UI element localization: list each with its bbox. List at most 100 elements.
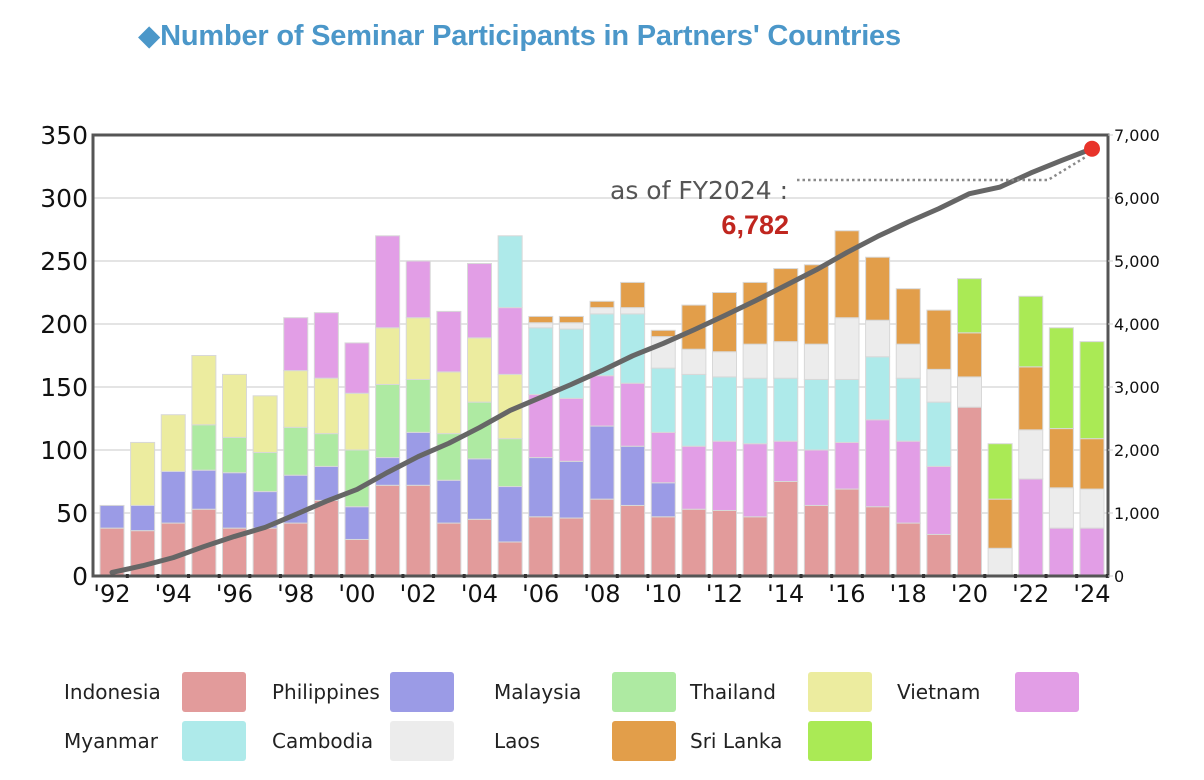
bar-segment-indonesia [742,516,768,577]
right-axis-ticks: 0 1,000 2,000 3,000 4,000 5,000 6,000 7,000 [1108,126,1160,586]
chart-title-text: Number of Seminar Participants in Partne… [160,20,901,52]
bar-segment-indonesia [160,522,186,577]
bar-segment-indonesia [497,541,523,577]
legend-label: Cambodia [272,729,374,753]
y-tick-label: 350 [40,121,88,150]
bar-segment-cambodia [926,368,952,403]
legend-item-indonesia: Indonesia [64,672,246,712]
y-tick-label: 300 [40,184,88,213]
bar-segment-vietnam [589,375,615,427]
bar-segment-myanmar [620,313,646,384]
bar-segment-myanmar [528,327,554,396]
legend-label: Sri Lanka [690,729,783,753]
x-tick-label: '92 [93,580,130,608]
bar-segment-cambodia [1048,487,1074,529]
bar-segment-philippines [558,460,584,519]
bar-segment-thailand [160,414,186,472]
bar-segment-indonesia [558,517,584,577]
bar-segment-malaysia [497,438,523,488]
legend-item-sri-lanka: Sri Lanka [690,721,872,761]
bar-segment-thailand [467,337,492,403]
bar-segment-vietnam [497,307,523,375]
bar-segment-cambodia [865,319,891,358]
y-tick-label: 50 [56,499,88,528]
bar-segment-philippines [160,470,186,524]
bar-segment-sri-lanka [957,278,982,334]
bar-segment-philippines [620,445,646,506]
x-tick-label: '10 [645,580,682,608]
x-tick-label: '24 [1073,580,1110,608]
x-tick-label: '00 [338,580,375,608]
legend-swatch [1015,672,1079,712]
y2-tick-label: 6,000 [1114,189,1160,208]
bar-segment-cambodia [528,322,554,329]
bar-segment-cambodia [681,348,707,375]
legend-item-myanmar: Myanmar [64,721,246,761]
bar-segment-vietnam [467,263,492,339]
bar-segment-sri-lanka [1079,341,1105,440]
bar-segment-thailand [344,392,370,451]
x-tick-label: '22 [1012,580,1049,608]
annotation-value: 6,782 [721,210,789,240]
legend-swatch [808,672,872,712]
bar-segment-indonesia [252,527,278,577]
bar-segment-indonesia [957,406,982,577]
bar-segment-myanmar [712,376,737,442]
bar-segment-philippines [130,504,156,532]
bar-segment-vietnam [895,440,921,524]
bar-segment-myanmar [865,356,891,421]
bar-segment-indonesia [528,516,554,577]
y-tick-label: 150 [40,373,88,402]
stacked-bar-chart: 0 50 100 150 200 250 300 350 0 1,000 2,000 3,000 4,… [40,121,1160,608]
bar-segment-philippines [222,472,247,529]
chart-title: ◆Number of Seminar Participants in Partn… [138,18,901,53]
bar-segment-myanmar [926,401,952,467]
bar-segment-laos [895,288,921,345]
bar-segment-philippines [344,506,370,540]
bar-segment-vietnam [773,440,799,482]
legend-label: Indonesia [64,680,161,704]
bar-segment-cambodia [742,343,768,379]
bar-segment-indonesia [926,533,952,577]
y2-tick-label: 1,000 [1114,504,1160,523]
bar-segment-indonesia [773,481,799,577]
bar-segment-laos [620,281,646,309]
legend-swatch [612,721,676,761]
bar-segment-vietnam [742,443,768,518]
bar-segment-thailand [405,317,431,380]
y-tick-label: 250 [40,247,88,276]
bar-segment-vietnam [926,465,952,535]
bar-segment-philippines [99,504,125,529]
x-tick-label: '98 [277,580,314,608]
bar-segment-malaysia [191,424,217,471]
legend-swatch [390,672,454,712]
bar-segment-myanmar [497,235,523,309]
bar-segment-vietnam [650,431,676,484]
legend-label: Laos [494,729,541,753]
bar-segment-cambodia [987,547,1013,577]
legend-swatch [182,672,246,712]
y2-tick-label: 3,000 [1114,378,1160,397]
bar-segment-vietnam [620,382,646,447]
x-tick-label: '12 [706,580,743,608]
bar-segment-indonesia [436,522,462,577]
bar-segment-malaysia [405,378,431,433]
x-axis-ticks: '92 '94 '96 '98 '00 '02 '04 '06 '08 '10 '12 '14 '16 '… [93,580,1110,608]
bar-segment-sri-lanka [987,443,1013,500]
legend-item-cambodia: Cambodia [272,721,454,761]
bar-segment-vietnam [528,394,554,459]
bar-segment-philippines [436,479,462,524]
legend-label: Thailand [690,680,776,704]
legend-label: Vietnam [897,680,981,704]
bar-segment-myanmar [895,377,921,442]
legend-item-vietnam: Vietnam [897,672,1079,712]
bar-segment-thailand [130,441,156,506]
legend-label: Malaysia [494,680,582,704]
y-tick-label: 200 [40,310,88,339]
bar-segment-laos [1079,438,1105,490]
bar-segment-vietnam [375,235,401,329]
bar-segment-thailand [222,373,247,438]
x-tick-label: '96 [216,580,253,608]
bar-segment-vietnam [1048,527,1074,577]
x-tick-label: '20 [951,580,988,608]
